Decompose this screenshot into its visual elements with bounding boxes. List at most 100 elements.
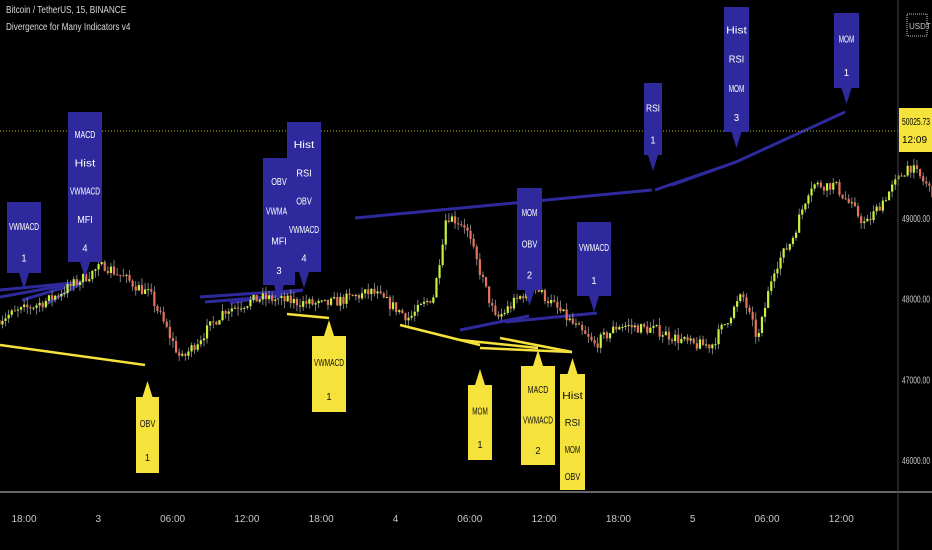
label-text: MOM bbox=[839, 34, 855, 45]
candle-body bbox=[649, 327, 652, 333]
candle bbox=[900, 172, 903, 177]
time-axis[interactable]: 18:00 3 06:00 12:00 18:00 4 06:00 12:00 18:00 5 06… bbox=[11, 514, 854, 525]
candle-body bbox=[497, 314, 500, 317]
bullish-divergence-line bbox=[499, 336, 573, 354]
candle-body bbox=[382, 293, 385, 298]
candle bbox=[683, 335, 686, 342]
candle bbox=[587, 326, 590, 343]
bearish-divergence-line bbox=[199, 288, 304, 299]
candle bbox=[515, 293, 519, 304]
bullish-divergence-label[interactable]: MACD VWMACD 2 bbox=[521, 350, 555, 465]
bearish-divergence-label[interactable]: VWMACD 1 bbox=[7, 202, 41, 289]
candle-body bbox=[856, 206, 860, 217]
label-pointer bbox=[533, 350, 543, 366]
candle bbox=[379, 285, 382, 295]
candle bbox=[450, 213, 454, 223]
candle bbox=[602, 328, 605, 340]
bearish-divergence-label[interactable]: MOM OBV 2 bbox=[517, 188, 542, 306]
candle bbox=[646, 320, 649, 336]
bearish-divergence-label[interactable]: RSI 1 bbox=[644, 83, 662, 171]
candle-body bbox=[261, 293, 264, 300]
candle-body bbox=[422, 301, 426, 304]
candle-body bbox=[624, 325, 627, 327]
candle bbox=[726, 322, 729, 328]
candle bbox=[664, 325, 667, 336]
label-pointer bbox=[274, 285, 284, 301]
label-text: 3 bbox=[734, 113, 740, 124]
candle-body bbox=[292, 298, 295, 304]
candle bbox=[519, 294, 522, 301]
candle-body bbox=[23, 304, 26, 308]
candle bbox=[354, 293, 357, 301]
label-pointer bbox=[80, 262, 90, 278]
bearish-divergence-label[interactable]: Hist RSI OBV VWMACD 4 bbox=[287, 122, 321, 288]
bearish-divergence-label[interactable]: VWMACD 1 bbox=[577, 222, 611, 312]
currency-button[interactable]: USDT bbox=[906, 13, 931, 37]
bullish-divergence-label[interactable]: Hist RSI MOM OBV bbox=[560, 358, 585, 490]
candle-body bbox=[491, 303, 494, 306]
bearish-divergence-label[interactable]: Hist RSI MOM 3 bbox=[724, 7, 749, 148]
candle-body bbox=[60, 293, 63, 297]
candle bbox=[497, 311, 500, 320]
candle-body bbox=[162, 311, 165, 322]
candle bbox=[441, 239, 444, 268]
candle-body bbox=[212, 321, 215, 323]
candle-body bbox=[367, 289, 370, 295]
candle-body bbox=[453, 216, 457, 224]
candle-body bbox=[16, 309, 20, 311]
candle-body bbox=[339, 296, 342, 306]
label-pointer bbox=[841, 88, 852, 104]
candle-body bbox=[717, 329, 720, 345]
candle bbox=[748, 304, 751, 315]
candle bbox=[599, 332, 602, 354]
candle-body bbox=[732, 306, 736, 318]
bullish-divergence-line bbox=[459, 338, 539, 350]
bullish-divergence-label[interactable]: VWMACD 1 bbox=[312, 320, 346, 412]
candle bbox=[419, 302, 423, 306]
candle bbox=[193, 343, 196, 354]
candle bbox=[184, 352, 187, 361]
candle-body bbox=[556, 301, 559, 308]
candle-body bbox=[708, 344, 711, 349]
candle-body bbox=[348, 293, 351, 295]
label-text: VWMACD bbox=[579, 243, 609, 254]
candle bbox=[376, 285, 379, 299]
candle bbox=[819, 179, 822, 189]
candle bbox=[19, 306, 23, 314]
candle-body bbox=[373, 288, 376, 294]
candle bbox=[267, 290, 271, 304]
candle bbox=[661, 331, 664, 343]
bearish-divergence-label[interactable]: MOM 1 bbox=[834, 13, 859, 104]
candle bbox=[909, 165, 912, 178]
candle bbox=[618, 325, 621, 331]
candle-body bbox=[519, 296, 522, 299]
bullish-divergence-label[interactable]: OBV 1 bbox=[136, 381, 159, 473]
candle-body bbox=[900, 175, 903, 177]
candle-body bbox=[429, 300, 432, 303]
candle bbox=[81, 273, 85, 289]
price-axis[interactable]: 49000.00 48000.00 47000.00 46000.00 bbox=[902, 214, 930, 467]
candle-body bbox=[546, 301, 550, 304]
candle-body bbox=[553, 300, 556, 302]
candle-body bbox=[807, 195, 810, 204]
candle-body bbox=[512, 297, 516, 309]
bullish-divergence-label[interactable]: MOM 1 bbox=[468, 369, 492, 460]
candle-body bbox=[122, 275, 125, 277]
candle-body bbox=[391, 302, 395, 310]
label-text: 1 bbox=[326, 392, 332, 403]
candle bbox=[199, 335, 202, 348]
candle bbox=[302, 296, 305, 311]
label-text: 2 bbox=[527, 271, 533, 282]
candle-body bbox=[94, 269, 97, 271]
bearish-divergence-label[interactable]: MACD Hist VWMACD MFI 4 bbox=[68, 112, 102, 278]
candle bbox=[453, 210, 457, 229]
candle-body bbox=[522, 296, 525, 299]
symbol-title[interactable]: Bitcoin / TetherUS, 15, BINANCE bbox=[6, 5, 127, 16]
indicator-title[interactable]: Divergence for Many Indicators v4 bbox=[6, 22, 131, 33]
candle bbox=[615, 322, 618, 333]
label-text: OBV bbox=[296, 197, 312, 208]
candle bbox=[804, 202, 807, 213]
candle bbox=[1, 315, 4, 329]
candle bbox=[621, 323, 624, 332]
